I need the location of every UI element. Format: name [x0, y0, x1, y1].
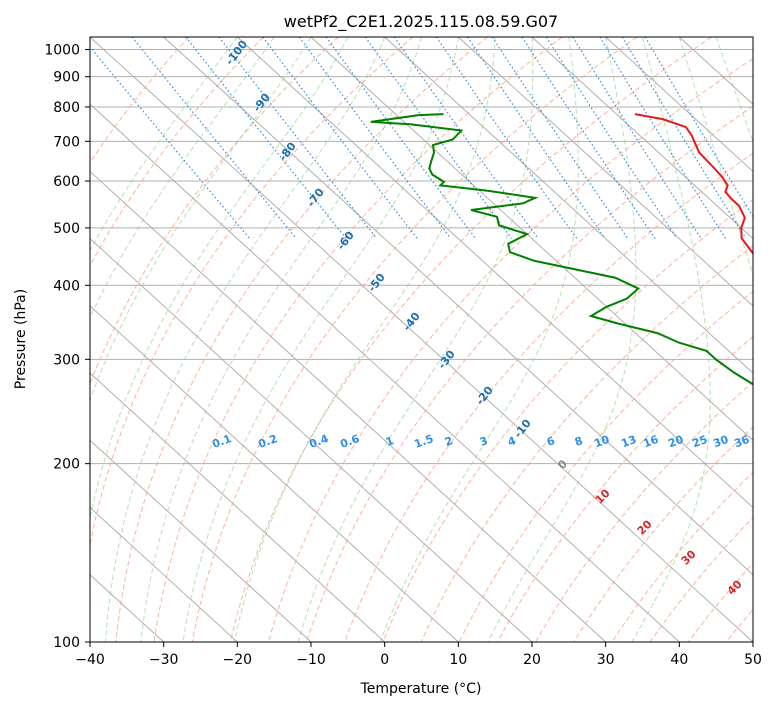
dry-adiabat-line: [90, 37, 414, 548]
dry-adiabat-line: [496, 335, 753, 642]
mixing-ratio-label: 3: [478, 434, 490, 449]
plot-frame: [89, 36, 754, 643]
dry-adiabat-line: [420, 244, 753, 642]
moist-adiabat-line: [379, 37, 579, 642]
x-tick-label: 0: [380, 652, 389, 668]
mixing-ratio-line: [131, 37, 297, 239]
x-tick-label: −20: [223, 652, 253, 668]
mixing-ratio-label: 0.6: [338, 432, 361, 451]
moist-adiabat-line: [715, 37, 753, 144]
mixing-ratio-label: 1.5: [412, 432, 435, 451]
mixing-ratio-label: 8: [573, 434, 585, 449]
dry-adiabat-line: [306, 105, 753, 642]
moist-adiabat-line: [90, 37, 312, 402]
x-tick-label: 40: [670, 652, 688, 668]
mixing-ratio-line: [621, 37, 747, 239]
mixing-ratio-line: [90, 45, 251, 239]
mixing-ratio-label: 0.4: [307, 432, 330, 451]
moist-adiabat-line: [487, 37, 637, 642]
mixing-ratio-line: [467, 37, 606, 239]
mixing-ratio-line: [364, 37, 513, 239]
dewpoint-profile-line: [370, 113, 753, 386]
mixing-ratio-line: [599, 37, 727, 239]
moist-adiabat-line: [90, 37, 349, 520]
mixing-ratio-label: 10: [592, 433, 611, 451]
moist-adiabat-line: [233, 37, 496, 642]
y-tick-label: 500: [53, 221, 80, 237]
mixing-ratio-label: 30: [711, 433, 730, 451]
mixing-ratio-label: 16: [641, 433, 660, 451]
mixing-ratio-label: 4: [506, 434, 518, 449]
isotherm-line: [90, 439, 312, 642]
isotherm-line: [90, 305, 459, 642]
moist-adiabat-line: [182, 37, 459, 642]
mixing-ratio-label: 20: [666, 433, 685, 451]
mixing-ratio-label: 25: [690, 433, 709, 450]
moist-adiabat-line: [140, 37, 422, 642]
moist-adiabat-line: [90, 37, 275, 320]
isotherm-line: [90, 372, 385, 642]
y-tick-label: 200: [53, 457, 80, 473]
mixing-ratio-label: 0.2: [256, 432, 279, 451]
y-axis-label: Pressure (hPa): [13, 289, 29, 389]
mixing-ratio-label: 2: [443, 434, 455, 449]
x-axis: −40 −30 −20 −10 0 10 20 30 40 50: [75, 642, 762, 668]
x-tick-label: 10: [449, 652, 467, 668]
x-tick-label: −40: [75, 652, 105, 668]
x-axis-label: Temperature (°C): [360, 681, 482, 697]
temperature-profile-line: [634, 113, 753, 255]
dry-adiabat-line: [344, 152, 753, 642]
y-tick-label: 600: [53, 174, 80, 190]
isotherm-line: [237, 37, 753, 509]
dry-adiabat-line: [90, 37, 264, 267]
x-tick-label: 50: [744, 652, 762, 668]
y-tick-label: 800: [53, 100, 80, 116]
mixing-ratio-label: 1: [384, 434, 396, 449]
dry-adiabat-line: [535, 381, 753, 642]
isotherm-line: [384, 37, 753, 374]
mixing-ratio-label: 0.1: [210, 432, 233, 451]
mixing-ratio-line: [545, 37, 678, 239]
dry-adiabat-line: [268, 57, 753, 642]
dry-adiabat-line: [229, 37, 712, 642]
isotherm-line: [90, 238, 533, 642]
y-axis: 100 200 300 400 500 600 700 800 900 1000: [44, 43, 90, 651]
y-tick-label: 700: [53, 134, 80, 150]
mixing-ratio-line: [572, 37, 702, 239]
isotherm-line: [163, 37, 753, 576]
dry-adiabat-line: [115, 37, 488, 642]
mixing-ratio-line: [218, 37, 378, 239]
mixing-ratio-line: [491, 37, 629, 239]
moist-adiabat-line: [678, 37, 753, 278]
y-tick-label: 900: [53, 70, 80, 86]
x-tick-label: 30: [597, 652, 615, 668]
isotherm-line: [531, 37, 753, 240]
mixing-ratio-label: 6: [545, 434, 557, 449]
mixing-ratio-label: 13: [619, 433, 638, 450]
mixing-ratio-line: [325, 37, 476, 239]
isotherm-line: [90, 506, 238, 642]
mixing-ratio-line: [435, 37, 578, 239]
mixing-ratio-label: 36: [732, 433, 751, 451]
mixing-ratio-line: [644, 37, 753, 218]
y-tick-label: 300: [53, 352, 80, 368]
dry-adiabat-line: [153, 37, 563, 642]
x-tick-label: −10: [296, 652, 326, 668]
x-tick-label: 20: [523, 652, 541, 668]
y-tick-label: 100: [53, 635, 80, 651]
mixing-ratio-line: [521, 37, 656, 239]
isotherm-line: [458, 37, 753, 307]
isotherm-line: [605, 37, 753, 173]
isotherm-line: [90, 170, 606, 642]
y-tick-label: 1000: [44, 43, 80, 59]
moist-adiabat-line: [297, 37, 534, 642]
dry-adiabat-line: [191, 37, 638, 642]
chart-title: wetPf2_C2E1.2025.115.08.59.G07: [284, 12, 558, 32]
moist-adiabat-line: [631, 37, 711, 642]
x-tick-label: −30: [149, 652, 179, 668]
y-tick-label: 400: [53, 278, 80, 294]
moist-adiabat-line: [90, 37, 238, 252]
isotherm-line: [90, 103, 680, 642]
